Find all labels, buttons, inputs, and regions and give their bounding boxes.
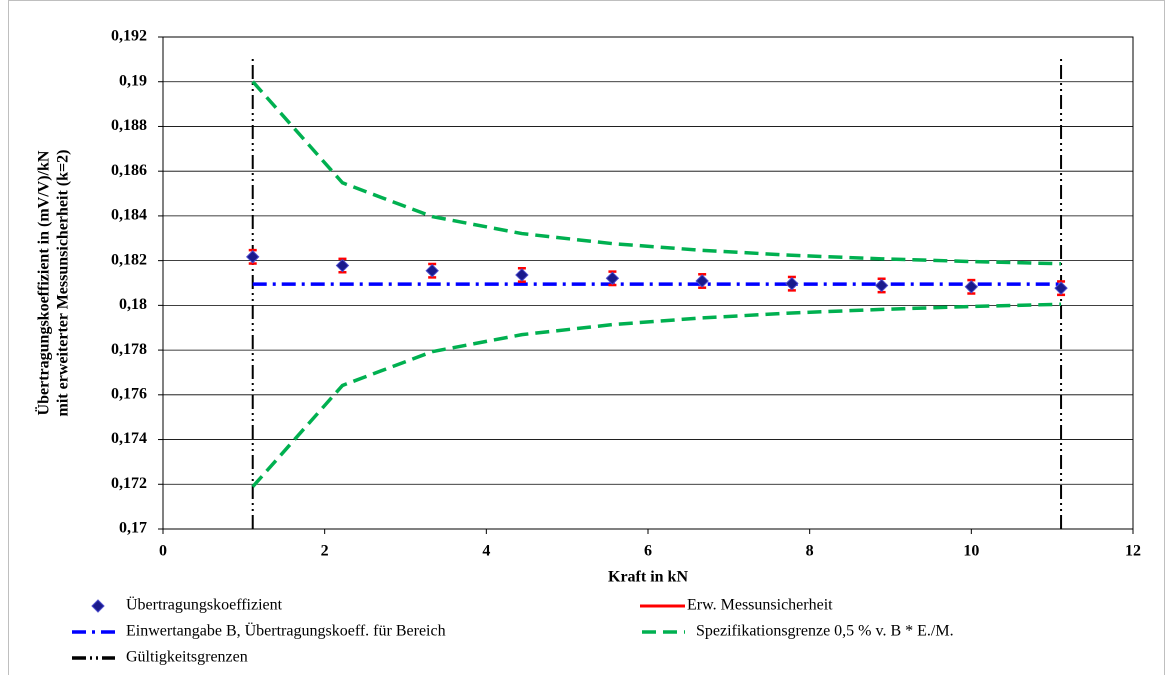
x-tick-label: 8: [806, 543, 814, 560]
y-tick-label: 0,192: [111, 28, 147, 45]
y-tick-label: 0,172: [111, 475, 147, 492]
x-tick-label: 2: [321, 543, 329, 560]
data-point: [874, 278, 889, 293]
x-tick-label: 12: [1125, 543, 1141, 560]
data-point: [605, 271, 620, 286]
y-tick-label: 0,18: [119, 296, 147, 313]
data-point: [335, 258, 350, 273]
data-point: [1054, 281, 1068, 295]
y-tick-label: 0,178: [111, 341, 147, 358]
legend-label: Erw. Messunsicherheit: [687, 597, 833, 614]
y-tick-label: 0,184: [111, 207, 147, 224]
x-tick-label: 0: [159, 543, 167, 560]
y-tick-label: 0,186: [111, 162, 147, 179]
y-tick-label: 0,188: [111, 117, 147, 134]
y-tick-label: 0,19: [119, 72, 147, 89]
legend-label: Gültigkeitsgrenzen: [126, 649, 248, 666]
x-tick-label: 4: [482, 543, 490, 560]
legend-symbol: [91, 599, 105, 613]
x-tick-label: 6: [644, 543, 652, 560]
y-tick-label: 0,176: [111, 385, 147, 402]
x-tick-label: 10: [963, 543, 979, 560]
x-axis-title: Kraft in kN: [608, 569, 688, 586]
legend-label: Spezifikationsgrenze 0,5 % v. B * E./M.: [696, 623, 954, 640]
y-tick-label: 0,17: [119, 520, 147, 537]
y-tick-label: 0,182: [111, 251, 147, 268]
y-axis-title: Übertragungskoeffizient in (mV/V)/kN: [35, 150, 53, 415]
plot-border: [162, 36, 1134, 530]
data-point: [785, 276, 799, 291]
data-point: [246, 250, 260, 264]
legend-label: Einwertangabe B, Übertragungskoeff. für …: [126, 622, 446, 640]
y-tick-label: 0,174: [111, 430, 147, 447]
data-point: [964, 280, 979, 294]
data-point: [515, 268, 529, 282]
data-point: [425, 263, 439, 278]
data-point: [695, 274, 709, 288]
y-axis-title: mit erweiterter Messunsicherheit (k=2): [55, 150, 72, 417]
legend-label: Übertragungskoeffizient: [126, 596, 283, 614]
